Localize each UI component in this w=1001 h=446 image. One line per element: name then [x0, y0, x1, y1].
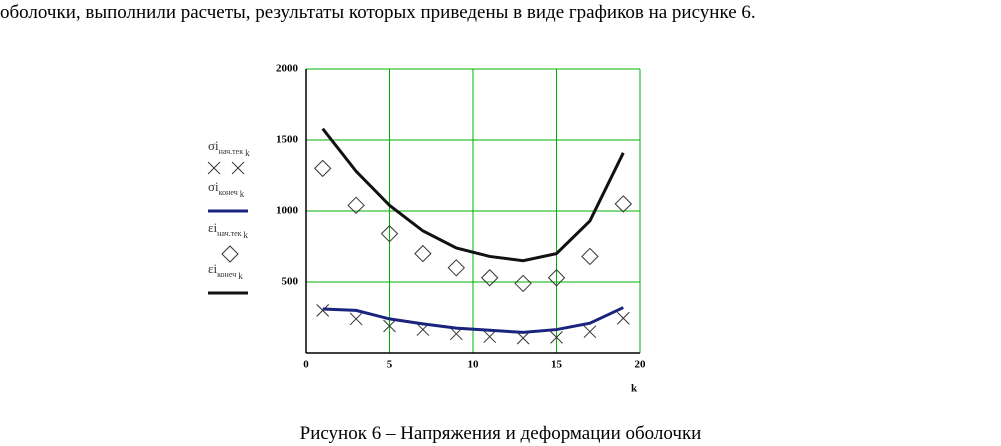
legend-index: k [240, 189, 245, 199]
marker-stroke [583, 325, 597, 339]
legend-label: σiнач.тек k [208, 138, 250, 158]
legend-subscript: конеч [219, 188, 238, 197]
legend-index: k [245, 148, 250, 158]
x-tick-label: 5 [387, 359, 393, 371]
marker-stroke [349, 312, 363, 326]
x-marker [516, 331, 530, 345]
diamond-marker [514, 274, 532, 293]
diamond-marker [480, 269, 499, 287]
legend-index: k [238, 271, 243, 281]
legend-label: εiнач.тек k [208, 220, 249, 240]
y-tick-label: 1500 [276, 134, 299, 146]
x-marker [349, 312, 363, 326]
figure-caption: Рисунок 6 – Напряжения и деформации обол… [299, 423, 702, 444]
diamond-marker [447, 259, 466, 277]
marker-stroke [383, 319, 396, 333]
x-tick-label: 0 [303, 359, 309, 371]
diamond-marker [547, 269, 566, 287]
y-tick-label: 2000 [276, 63, 299, 75]
diamond-marker [380, 225, 399, 243]
x-marker [383, 319, 396, 333]
legend-name: σi [208, 138, 219, 153]
legend-marker [207, 161, 245, 175]
marker-stroke [516, 331, 530, 345]
marker-stroke [550, 331, 563, 344]
legend-index: k [244, 230, 249, 240]
x-axis-label: k [631, 383, 638, 395]
marker-stroke [207, 161, 221, 175]
x-marker [616, 311, 630, 325]
series-line [322, 306, 624, 334]
diamond-marker [614, 195, 633, 213]
x-marker [550, 331, 563, 344]
legend-name: εi [208, 261, 217, 276]
series-line [321, 127, 625, 263]
legend-label: εiконеч k [208, 261, 243, 281]
y-tick-label: 500 [282, 276, 299, 288]
legend-subscript: нач.тек [219, 147, 244, 156]
marker-stroke [616, 311, 630, 325]
legend-label: σiконеч k [208, 179, 245, 199]
legend-subscript: конеч [217, 270, 236, 279]
x-marker [483, 330, 497, 344]
body-text: оболочки, выполнили расчеты, результаты … [0, 2, 756, 23]
x-marker [583, 325, 597, 339]
legend-name: εi [208, 220, 217, 235]
diamond-marker [313, 159, 332, 178]
diamond-marker [581, 247, 599, 266]
marker-stroke [231, 161, 245, 175]
legend-subscript: нач.тек [217, 229, 242, 238]
legend-marker [221, 245, 239, 263]
diamond-marker [414, 244, 432, 263]
marker-stroke [483, 330, 497, 344]
y-tick-label: 1000 [276, 205, 299, 217]
x-tick-label: 20 [635, 359, 647, 371]
diamond-marker [347, 196, 365, 215]
x-tick-label: 15 [551, 359, 563, 371]
x-tick-label: 10 [468, 359, 480, 371]
legend-name: σi [208, 179, 219, 194]
